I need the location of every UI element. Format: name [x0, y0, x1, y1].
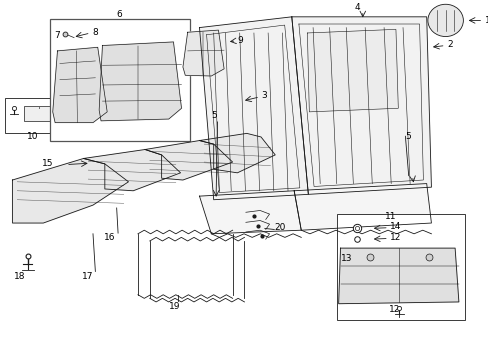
- Text: 12: 12: [388, 305, 399, 314]
- Text: 18: 18: [14, 272, 25, 281]
- Text: 8: 8: [92, 28, 98, 37]
- Polygon shape: [307, 30, 398, 112]
- Text: 16: 16: [103, 233, 115, 242]
- Bar: [336, 214, 464, 320]
- Text: 15: 15: [42, 159, 54, 168]
- Text: 17: 17: [82, 271, 93, 280]
- Polygon shape: [183, 30, 224, 76]
- Text: 1: 1: [484, 16, 488, 25]
- Bar: [50, 19, 190, 140]
- Polygon shape: [291, 17, 430, 194]
- Text: 20: 20: [274, 223, 285, 232]
- Text: 11: 11: [384, 212, 396, 221]
- Ellipse shape: [427, 4, 463, 37]
- Text: 9: 9: [237, 36, 243, 45]
- Polygon shape: [199, 17, 308, 200]
- Text: 10: 10: [27, 132, 38, 141]
- Bar: [24, 107, 53, 121]
- Text: 6: 6: [116, 10, 122, 19]
- Text: 3: 3: [261, 91, 266, 100]
- Polygon shape: [338, 248, 458, 304]
- Polygon shape: [294, 184, 430, 230]
- Text: 4: 4: [354, 3, 360, 12]
- Text: 5: 5: [405, 132, 410, 141]
- Bar: [5, 98, 79, 134]
- Text: 5: 5: [211, 111, 217, 120]
- Text: 19: 19: [168, 302, 180, 311]
- Text: 13: 13: [340, 255, 351, 264]
- Polygon shape: [199, 134, 275, 173]
- Bar: [52, 107, 74, 120]
- Text: 12: 12: [389, 233, 401, 242]
- Polygon shape: [83, 149, 180, 191]
- Polygon shape: [199, 191, 301, 234]
- Text: 2: 2: [446, 40, 452, 49]
- Text: 14: 14: [389, 222, 401, 231]
- Polygon shape: [99, 42, 181, 121]
- Polygon shape: [145, 140, 232, 180]
- Text: 7: 7: [54, 31, 60, 40]
- Polygon shape: [53, 47, 107, 123]
- Polygon shape: [13, 158, 128, 223]
